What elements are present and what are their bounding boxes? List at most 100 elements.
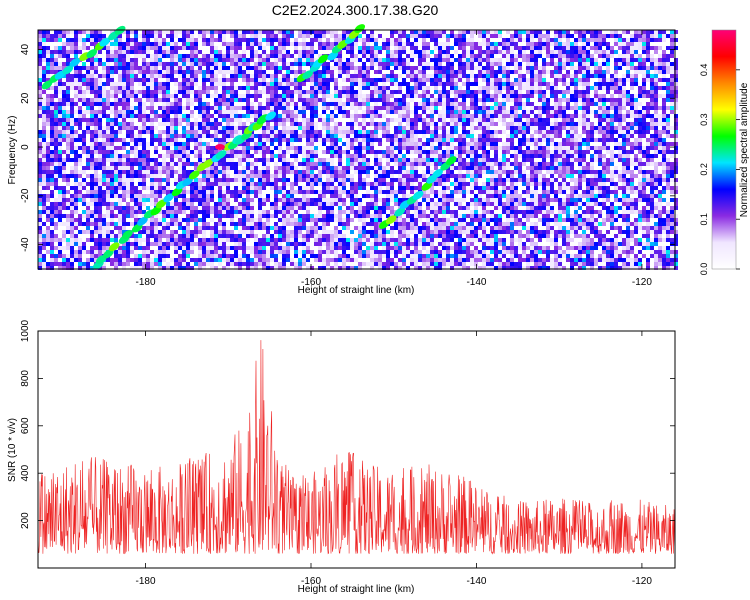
spectrogram-cell	[542, 126, 546, 130]
spectrogram-cell	[130, 118, 134, 122]
spectrogram-cell	[390, 150, 394, 154]
spectrogram-cell	[542, 66, 546, 70]
spectrogram-cell	[382, 78, 386, 82]
spectrogram-cell	[342, 126, 346, 130]
spectrogram-cell	[558, 62, 562, 66]
spectrogram-cell	[650, 170, 654, 174]
spectrogram-cell	[530, 150, 534, 154]
spectrogram-cell	[354, 130, 358, 134]
spectrogram-cell	[258, 70, 262, 74]
spectrogram-cell	[574, 106, 578, 110]
spectrogram-cell	[138, 158, 142, 162]
spectrogram-cell	[302, 126, 306, 130]
spectrogram-cell	[574, 138, 578, 142]
spectrogram-cell	[602, 62, 606, 66]
spectrogram-cell	[494, 170, 498, 174]
spectrogram-cell	[650, 158, 654, 162]
spectrogram-cell	[378, 66, 382, 70]
spectrogram-cell	[254, 106, 258, 110]
spectrogram-cell	[146, 174, 150, 178]
spectrogram-cell	[210, 66, 214, 70]
spectrogram-cell	[422, 110, 426, 114]
spectrogram-cell	[398, 158, 402, 162]
spectrogram-cell	[98, 102, 102, 106]
spectrogram-cell	[582, 98, 586, 102]
spectrogram-cell	[570, 62, 574, 66]
spectrogram-cell	[566, 34, 570, 38]
spectrogram-cell	[50, 94, 54, 98]
spectrogram-cell	[110, 118, 114, 122]
spectrogram-cell	[358, 178, 362, 182]
spectrogram-cell	[42, 158, 46, 162]
spectrogram-cell	[378, 106, 382, 110]
spectrogram-cell	[462, 166, 466, 170]
spectrogram-cell	[254, 34, 258, 38]
spectrogram-cell	[642, 58, 646, 62]
spectrogram-cell	[434, 106, 438, 110]
spectrogram-cell	[410, 110, 414, 114]
spectrogram-cell	[214, 86, 218, 90]
spectrogram-cell	[606, 166, 610, 170]
spectrogram-cell	[570, 50, 574, 54]
spectrogram-cell	[94, 142, 98, 146]
spectrogram-cell	[270, 30, 274, 34]
spectrogram-cell	[358, 74, 362, 78]
spectrogram-cell	[670, 142, 674, 146]
spectrogram-cell	[206, 142, 210, 146]
spectrogram-cell	[330, 114, 334, 118]
spectrogram-cell	[462, 106, 466, 110]
spectrogram-cell	[546, 50, 550, 54]
spectrogram-cell	[450, 30, 454, 34]
spectrogram-cell	[110, 138, 114, 142]
spectrogram-cell	[426, 166, 430, 170]
spectrogram-cell	[242, 70, 246, 74]
spectrogram-cell	[126, 126, 130, 130]
spectrogram-cell	[470, 174, 474, 178]
spectrogram-cell	[362, 54, 366, 58]
spectrogram-cell	[162, 170, 166, 174]
spectrogram-cell	[114, 110, 118, 114]
spectrogram-cell	[450, 174, 454, 178]
spectrogram-cell	[50, 98, 54, 102]
spectrogram-cell	[618, 130, 622, 134]
spectrogram-cell	[66, 82, 70, 86]
spectrogram-cell	[234, 34, 238, 38]
spectrogram-cell	[614, 38, 618, 42]
spectrogram-cell	[434, 178, 438, 182]
spectrogram-cell	[262, 142, 266, 146]
spectrogram-cell	[554, 94, 558, 98]
spectrogram-cell	[598, 50, 602, 54]
spectrogram-cell	[222, 126, 226, 130]
spectrogram-cell	[398, 34, 402, 38]
spectrogram-cell	[634, 122, 638, 126]
spectrogram-cell	[86, 78, 90, 82]
spectrogram-cell	[534, 118, 538, 122]
spectrogram-cell	[270, 54, 274, 58]
spectrogram-cell	[250, 66, 254, 70]
spectrogram-cell	[566, 98, 570, 102]
spectrogram-cell	[282, 130, 286, 134]
spectrogram-cell	[474, 174, 478, 178]
spectrogram-cell	[398, 142, 402, 146]
spectrogram-cell	[302, 46, 306, 50]
spectrogram-cell	[386, 174, 390, 178]
spectrogram-cell	[46, 94, 50, 98]
spectrogram-cell	[606, 146, 610, 150]
spectrogram-cell	[426, 86, 430, 90]
spectrogram-cell	[114, 38, 118, 42]
spectrogram-cell	[298, 98, 302, 102]
spectrogram-cell	[190, 70, 194, 74]
spectrogram-cell	[326, 66, 330, 70]
spectrogram-cell	[266, 166, 270, 170]
spectrogram-cell	[246, 158, 250, 162]
spectrogram-cell	[310, 46, 314, 50]
spectrogram-cell	[574, 130, 578, 134]
spectrogram-cell	[346, 34, 350, 38]
spectrogram-cell	[446, 58, 450, 62]
spectrogram-cell	[382, 126, 386, 130]
spectrogram-cell	[262, 86, 266, 90]
spectrogram-cell	[202, 106, 206, 110]
spectrogram-cell	[270, 86, 274, 90]
spectrogram-cell	[386, 106, 390, 110]
spectrogram-cell	[202, 58, 206, 62]
